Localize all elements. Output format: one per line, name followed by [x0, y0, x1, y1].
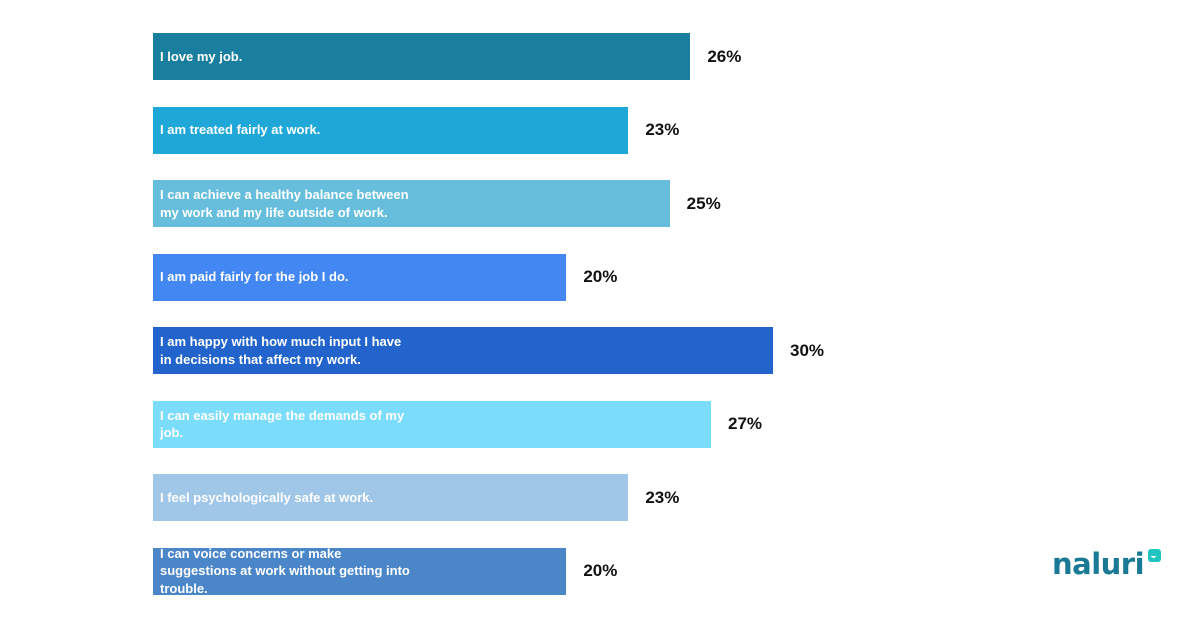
- bar-category-label: I feel psychologically safe at work.: [160, 489, 374, 505]
- bar-category-label: I love my job.: [160, 48, 243, 64]
- bar-category-label: I can voice concerns or make suggestions…: [160, 547, 410, 595]
- logo-wordmark: naluri: [1052, 547, 1145, 581]
- logo-speech-bubble-icon: [1148, 549, 1161, 562]
- bar-value-label: 23%: [645, 487, 680, 507]
- bar-6: I can easily manage the demands of my jo…: [153, 400, 711, 448]
- bar-5: I am happy with how much input I have in…: [153, 327, 773, 374]
- naluri-logo: naluri: [1052, 546, 1172, 586]
- bar-value-label: 20%: [583, 267, 618, 286]
- bar-category-label: I can easily manage the demands of my jo…: [160, 407, 405, 441]
- bar-category-label: I can achieve a healthy balance between …: [160, 187, 409, 220]
- bar-value-label: 20%: [583, 561, 618, 580]
- bar-1: I love my job.: [153, 33, 691, 80]
- bar-value-label: 30%: [790, 340, 825, 360]
- bar-8: I can voice concerns or make suggestions…: [153, 547, 567, 595]
- bar-3: I can achieve a healthy balance between …: [153, 180, 670, 227]
- bar-7: I feel psychologically safe at work.: [153, 474, 629, 521]
- bar-category-label: I am paid fairly for the job I do.: [160, 269, 349, 285]
- bar-4: I am paid fairly for the job I do.: [153, 253, 567, 301]
- bar-value-label: 25%: [686, 193, 721, 213]
- bar-category-label: I am treated fairly at work.: [160, 122, 321, 138]
- bar-category-label: I am happy with how much input I have in…: [160, 334, 402, 367]
- bar-value-label: 23%: [645, 120, 680, 139]
- bar-value-label: 26%: [707, 46, 742, 66]
- bar-value-label: 27%: [728, 414, 763, 433]
- bar-2: I am treated fairly at work.: [153, 106, 629, 154]
